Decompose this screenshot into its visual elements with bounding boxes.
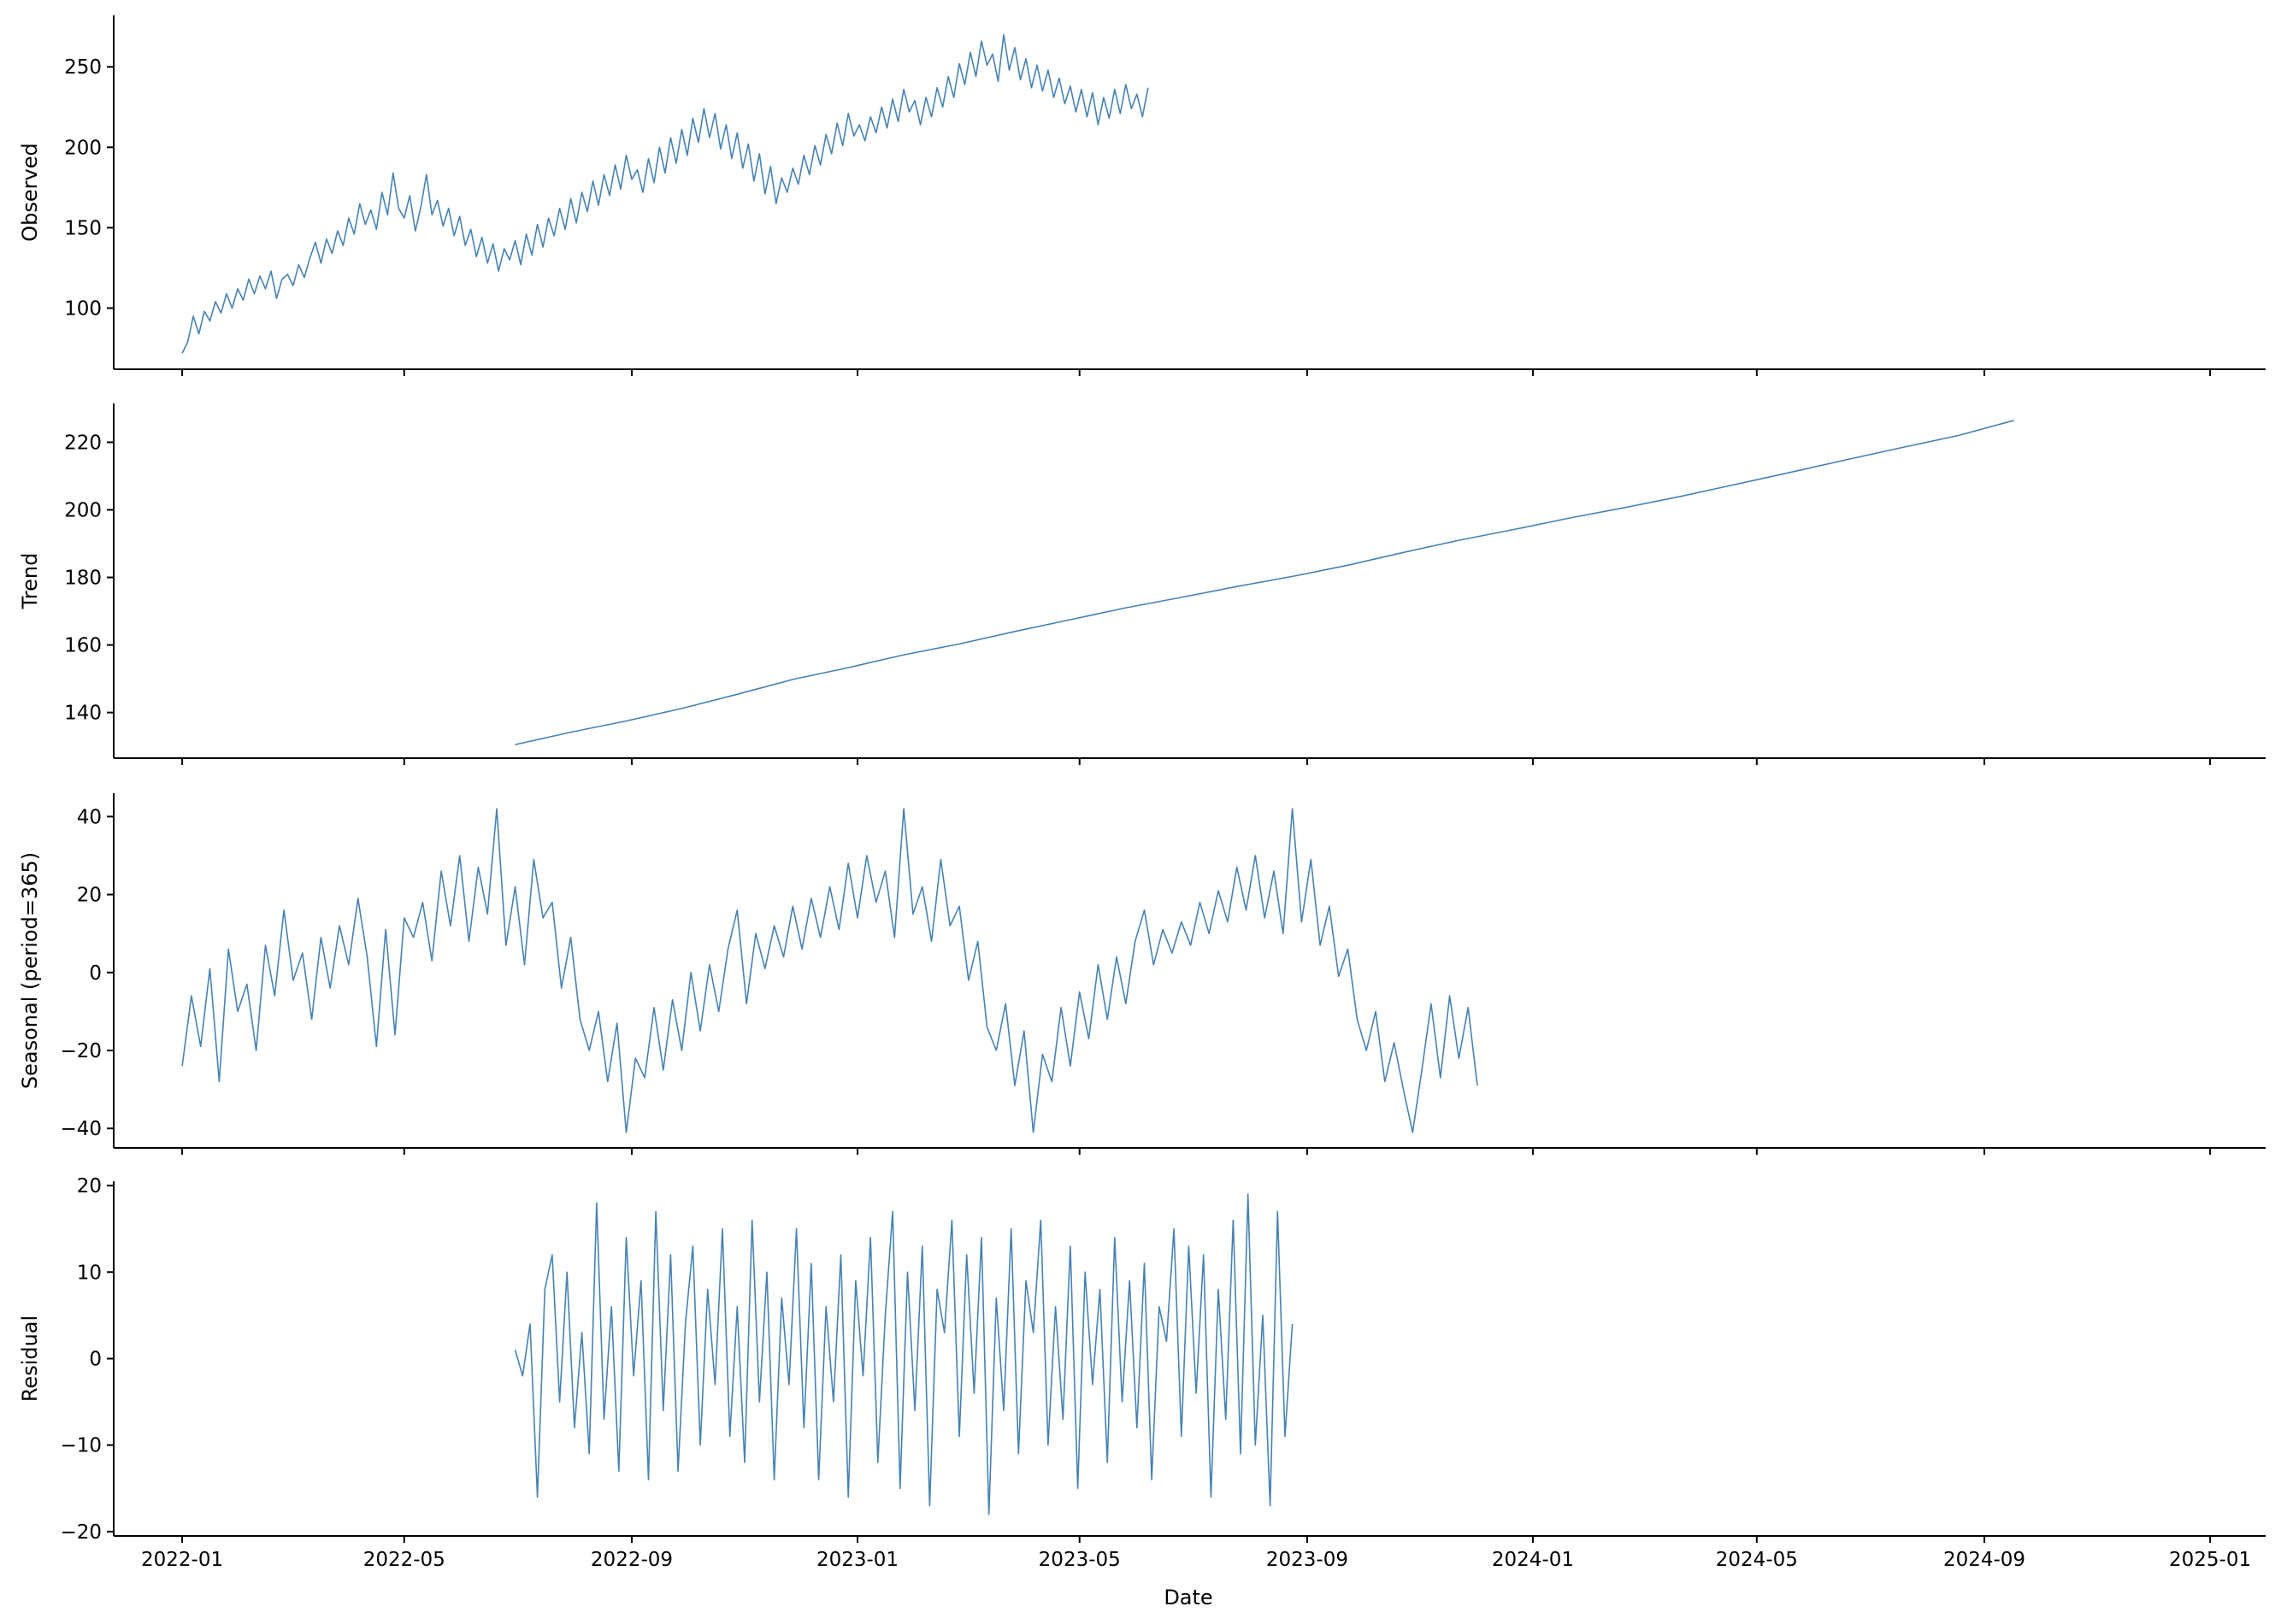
y-tick-label: 20 — [77, 885, 102, 907]
panel-seasonal: Seasonal (period=365) −40 −20 0 20 40 — [18, 793, 2266, 1155]
y-tick-label: 100 — [64, 297, 102, 320]
y-tick-label: 150 — [64, 217, 102, 239]
series-line-seasonal — [181, 808, 1478, 1133]
y-tick-label: 180 — [64, 568, 102, 590]
y-tick-label: 200 — [64, 137, 102, 159]
y-tick-label: −20 — [60, 1521, 102, 1544]
ylabel-trend: Trend — [18, 553, 42, 610]
x-tick-label: 2022-05 — [363, 1549, 445, 1571]
x-axis-label: Date — [1164, 1586, 1212, 1609]
x-tick-label: 2024-05 — [1716, 1549, 1798, 1571]
y-tick-label: 10 — [77, 1262, 102, 1284]
x-tick-label: 2024-01 — [1492, 1549, 1574, 1571]
y-tick-label: 160 — [64, 635, 102, 657]
panel-residual: Residual −20 −10 0 10 20 2022-01 2022-05 2022-0… — [18, 1175, 2266, 1571]
x-tick-label: 2022-01 — [141, 1549, 223, 1571]
y-tick-label: 0 — [89, 1349, 102, 1371]
x-tick-label: 2024-09 — [1943, 1549, 2025, 1571]
y-tick-label: −20 — [60, 1040, 102, 1062]
y-tick-label: 220 — [64, 432, 102, 454]
series-line-residual — [514, 1193, 1294, 1515]
y-tick-label: 20 — [77, 1175, 102, 1197]
series-line-observed — [181, 33, 1149, 354]
ylabel-seasonal: Seasonal (period=365) — [18, 852, 42, 1089]
ylabel-residual: Residual — [18, 1315, 42, 1402]
y-tick-label: 0 — [89, 962, 102, 985]
series-line-trend — [515, 420, 2014, 745]
y-tick-label: 250 — [64, 56, 102, 79]
x-tick-label: 2023-01 — [816, 1549, 899, 1571]
ylabel-observed: Observed — [18, 143, 42, 241]
y-tick-label: 200 — [64, 500, 102, 522]
x-tick-label: 2025-01 — [2169, 1549, 2251, 1571]
panel-observed: Observed 100 150 200 250 — [18, 15, 2266, 376]
y-tick-label: −10 — [60, 1435, 102, 1457]
panel-trend: Trend 140 160 180 200 220 — [18, 403, 2266, 765]
y-tick-label: 40 — [77, 806, 102, 828]
y-tick-label: −40 — [60, 1118, 102, 1140]
y-tick-label: 140 — [64, 703, 102, 725]
x-tick-label: 2023-05 — [1039, 1549, 1121, 1571]
x-tick-label: 2023-09 — [1266, 1549, 1348, 1571]
x-tick-label: 2022-09 — [591, 1549, 673, 1571]
